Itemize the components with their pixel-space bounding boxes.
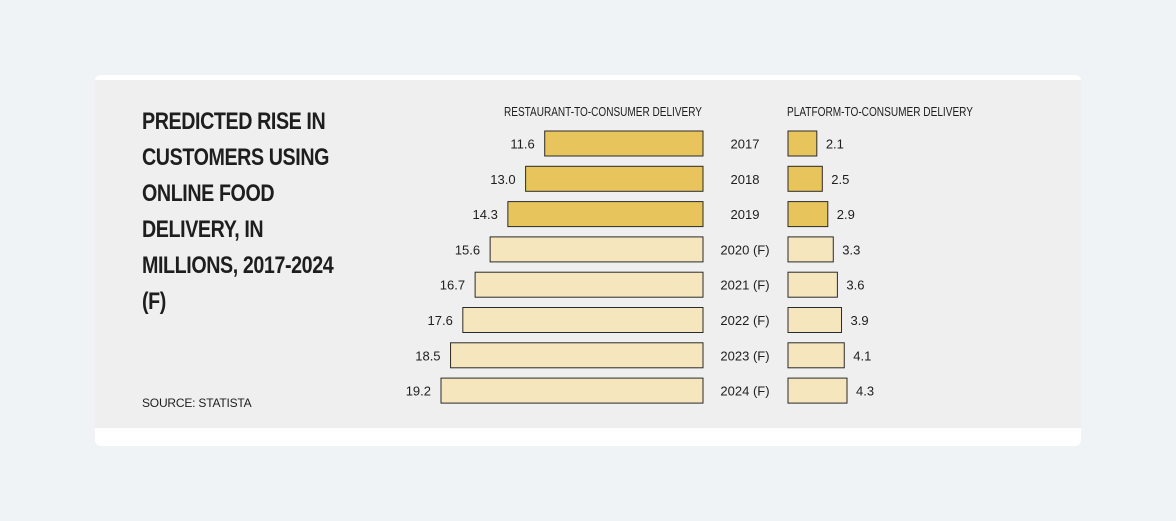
chart-title: PREDICTED RISE IN CUSTOMERS USING ONLINE… bbox=[142, 108, 334, 315]
bar-platform bbox=[787, 165, 823, 192]
bar-platform bbox=[787, 130, 818, 157]
bar-restaurant bbox=[462, 307, 704, 333]
value-label-restaurant: 17.6 bbox=[428, 313, 453, 328]
value-label-platform: 3.3 bbox=[842, 242, 860, 257]
category-label: 2018 bbox=[731, 172, 760, 187]
bar-platform bbox=[787, 307, 843, 333]
value-label-platform: 3.6 bbox=[846, 278, 864, 293]
value-label-platform: 2.5 bbox=[831, 172, 849, 187]
value-label-restaurant: 13.0 bbox=[490, 172, 515, 187]
value-label-restaurant: 15.6 bbox=[455, 242, 480, 257]
bar-platform bbox=[787, 342, 845, 369]
bar-restaurant bbox=[525, 165, 704, 192]
value-label-platform: 4.1 bbox=[853, 348, 871, 363]
bar-platform bbox=[787, 377, 848, 404]
category-label: 2017 bbox=[731, 137, 760, 152]
series-title-restaurant: RESTAURANT-TO-CONSUMER DELIVERY bbox=[504, 104, 702, 119]
bar-restaurant bbox=[440, 377, 704, 404]
category-label: 2024 (F) bbox=[720, 384, 769, 399]
value-label-restaurant: 16.7 bbox=[440, 278, 465, 293]
value-label-restaurant: 18.5 bbox=[415, 348, 440, 363]
value-label-platform: 2.9 bbox=[837, 207, 855, 222]
category-label: 2023 (F) bbox=[720, 348, 769, 363]
category-label: 2022 (F) bbox=[720, 313, 769, 328]
bar-restaurant bbox=[544, 130, 704, 157]
category-label: 2021 (F) bbox=[720, 278, 769, 293]
category-label: 2019 bbox=[731, 207, 760, 222]
value-label-platform: 2.1 bbox=[826, 137, 844, 152]
bar-restaurant bbox=[489, 236, 704, 263]
bar-platform bbox=[787, 236, 834, 263]
value-label-platform: 4.3 bbox=[856, 384, 874, 399]
value-label-restaurant: 11.6 bbox=[510, 137, 534, 152]
source-note: SOURCE: STATISTA bbox=[142, 396, 252, 410]
value-label-restaurant: 14.3 bbox=[473, 207, 498, 222]
bar-restaurant bbox=[474, 271, 704, 298]
series-title-platform: PLATFORM-TO-CONSUMER DELIVERY bbox=[787, 104, 973, 119]
value-label-platform: 3.9 bbox=[851, 313, 869, 328]
bar-restaurant bbox=[450, 342, 704, 369]
bar-restaurant bbox=[507, 201, 704, 228]
category-label: 2020 (F) bbox=[720, 242, 769, 257]
value-label-restaurant: 19.2 bbox=[406, 384, 431, 399]
bar-platform bbox=[787, 271, 838, 298]
bar-platform bbox=[787, 201, 829, 228]
